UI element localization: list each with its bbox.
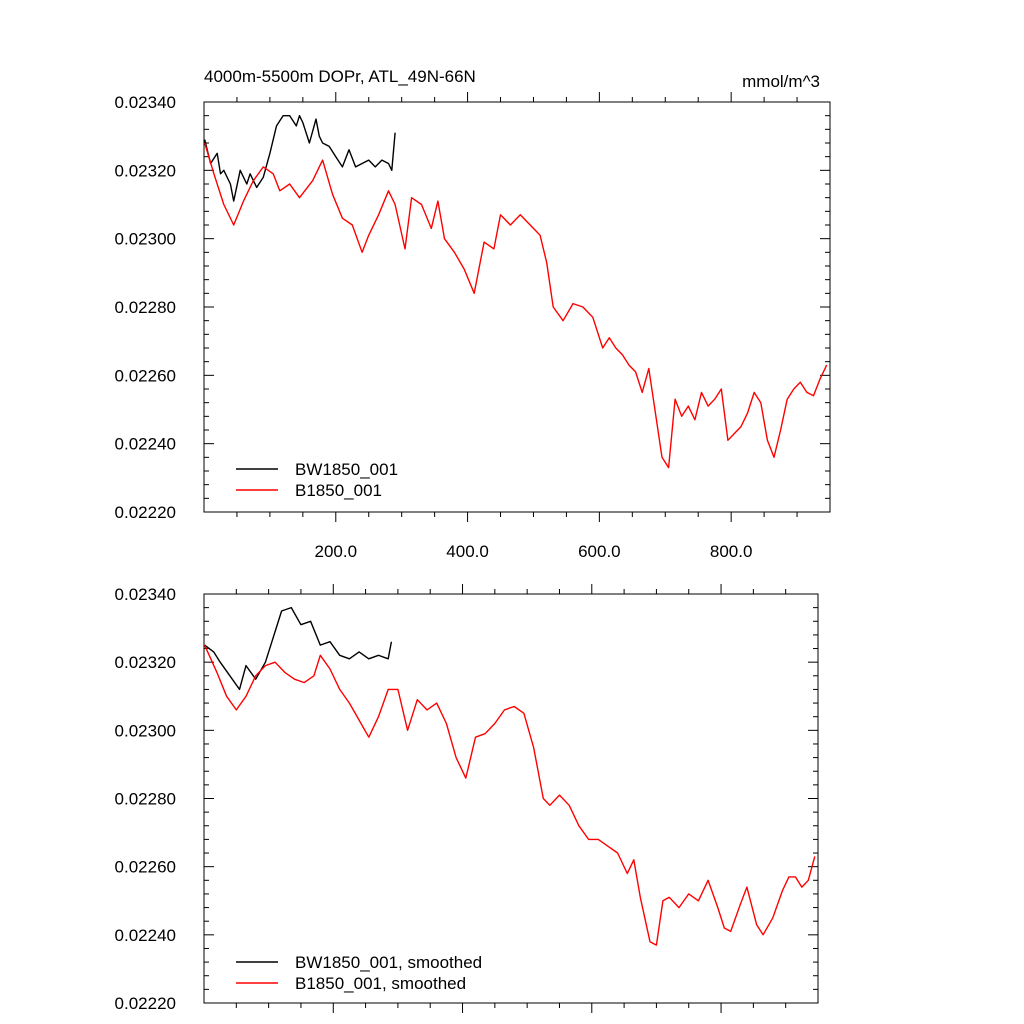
y-tick-label: 0.02320 <box>115 653 176 672</box>
y-tick-label: 0.02280 <box>115 790 176 809</box>
legend-label: B1850_001, smoothed <box>295 974 466 993</box>
x-tick-label: 800.0 <box>710 542 753 561</box>
y-tick-label: 0.02300 <box>115 230 176 249</box>
y-tick-label: 0.02320 <box>115 161 176 180</box>
chart-title: 4000m-5500m DOPr, ATL_49N-66N <box>204 67 476 86</box>
y-tick-label: 0.02260 <box>115 858 176 877</box>
top-panel: 0.02220 0.02240 0.02260 0.02280 0.02300 0.023… <box>115 92 831 561</box>
legend-label: BW1850_001, smoothed <box>295 953 482 972</box>
y-tick-label: 0.02240 <box>115 435 176 454</box>
y-tick-label: 0.02260 <box>115 366 176 385</box>
plot-frame <box>203 101 831 513</box>
x-tick-label: 200.0 <box>315 542 358 561</box>
series-line <box>203 644 816 946</box>
y-tick-label: 0.02300 <box>115 721 176 740</box>
series-line <box>204 114 396 202</box>
legend-label: B1850_001 <box>295 481 382 500</box>
y-tick-label: 0.02280 <box>115 298 176 317</box>
bottom-panel: 0.02220 0.02240 0.02260 0.02280 0.02300 0.023… <box>115 584 819 1013</box>
series-line <box>204 142 828 469</box>
y-tick-label: 0.02340 <box>115 585 176 604</box>
y-tick-label: 0.02240 <box>115 926 176 945</box>
plot-frame <box>203 593 819 1004</box>
series-line <box>204 606 393 691</box>
units-label: mmol/m^3 <box>742 72 820 91</box>
legend-label: BW1850_001 <box>295 460 398 479</box>
x-tick-label: 400.0 <box>446 542 489 561</box>
y-tick-label: 0.02220 <box>115 503 176 522</box>
y-tick-label: 0.02340 <box>115 93 176 112</box>
x-tick-label: 600.0 <box>578 542 621 561</box>
y-tick-label: 0.02220 <box>115 994 176 1013</box>
